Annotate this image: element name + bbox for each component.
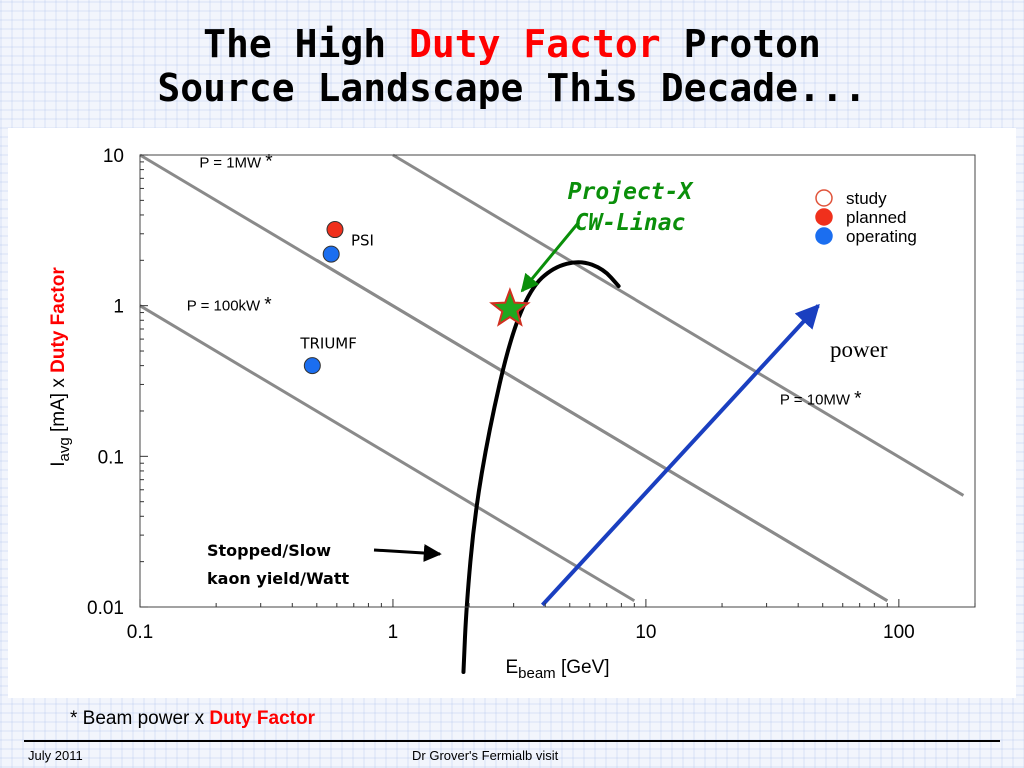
arrow-group (373, 221, 820, 607)
slide-title: The High Duty Factor Proton Source Lands… (0, 22, 1024, 110)
project-x-label-line2: CW-Linac (575, 210, 686, 236)
y-tick-label: 0.1 (98, 447, 124, 468)
footer-title: Dr Grover's Fermialb visit (412, 748, 559, 763)
x-tick-label: 100 (883, 622, 915, 643)
legend-label-study: study (846, 189, 887, 208)
title-line-1: The High Duty Factor Proton (0, 22, 1024, 66)
footnote-highlight: Duty Factor (209, 708, 315, 729)
project-x-star (489, 287, 531, 327)
x-tick-label: 1 (388, 622, 399, 643)
x-tick-label: 10 (635, 622, 656, 643)
legend-marker-operating (815, 227, 833, 245)
x-tick-label: 0.1 (127, 622, 153, 643)
power-lines: P = 1MW * P = 100kW * P = 10MW * (139, 151, 965, 603)
power-line (316, 259, 889, 603)
label-psi: PSI (351, 232, 374, 250)
title-highlight: Duty Factor (409, 22, 661, 66)
label-triumf: TRIUMF (299, 335, 357, 353)
power-line-label: P = 10MW * (780, 389, 862, 410)
stopped-label-line1: Stopped/Slow (207, 541, 331, 560)
kaon-yield-curve (461, 260, 621, 675)
power-line (139, 304, 636, 603)
legend-marker-study (815, 189, 833, 207)
power-line-label: P = 100kW * (187, 294, 273, 315)
title-text-a: The High (203, 22, 410, 66)
plot-frame (139, 154, 976, 608)
legend-label-operating: operating (846, 227, 917, 246)
kaon-curve-group (461, 260, 621, 675)
y-tick-label: 10 (103, 146, 124, 167)
project-x-arrow (520, 221, 581, 293)
project-x-label-line1: Project-X (568, 179, 695, 205)
footnote: * Beam power x Duty Factor (70, 708, 315, 730)
title-line-2: Source Landscape This Decade... (157, 66, 867, 110)
x-axis-title: Ebeam [GeV] (505, 657, 609, 682)
legend-marker-planned (815, 208, 833, 226)
title-text-b: Proton (660, 22, 821, 66)
y-tick-label: 0.01 (87, 598, 124, 619)
footer-date: July 2011 (28, 748, 83, 763)
data-points (303, 221, 531, 375)
stopped-kaon-arrow (373, 544, 442, 563)
plot-panel: P = 1MW * P = 100kW * P = 10MW * 0.1 1 10 100 10 1… (8, 128, 1016, 698)
point-psi-planned (326, 221, 344, 239)
footer-rule (24, 740, 1000, 742)
power-line-label: P = 1MW * (199, 151, 273, 172)
point-triumf-operating (303, 357, 321, 375)
power-arrow (540, 303, 820, 607)
y-tick-label: 1 (113, 297, 124, 318)
legend-label-planned: planned (846, 208, 907, 227)
power-line (392, 153, 965, 497)
footnote-text: * Beam power x (70, 708, 210, 729)
power-label: power (830, 337, 888, 362)
stopped-label-line2: kaon yield/Watt (207, 569, 349, 588)
landscape-chart: P = 1MW * P = 100kW * P = 10MW * 0.1 1 10 100 10 1… (48, 146, 976, 682)
y-axis-title: Iavg [mA] x Duty Factor (48, 267, 73, 467)
point-psi-operating (322, 245, 340, 263)
